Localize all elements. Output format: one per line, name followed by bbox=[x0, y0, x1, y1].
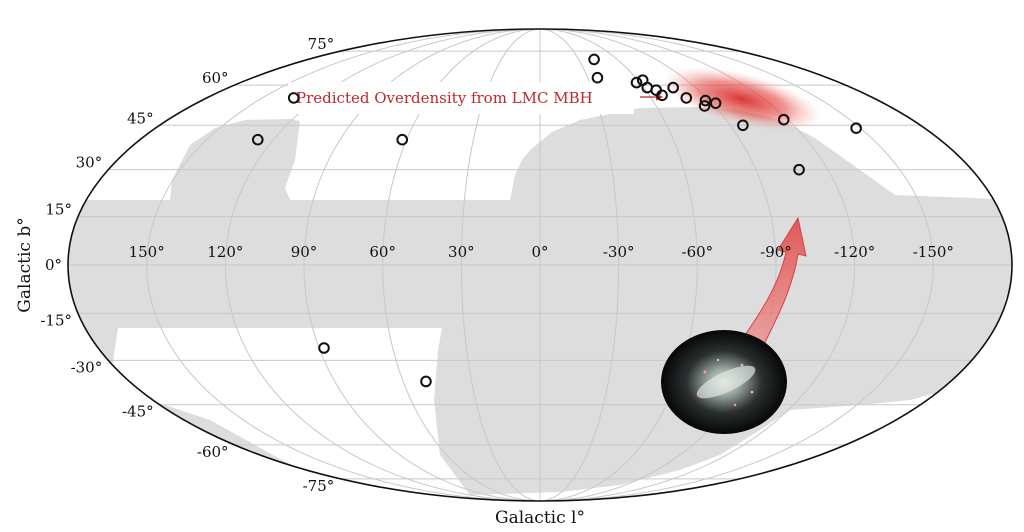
data-point bbox=[667, 81, 679, 94]
overdensity-annotation: Predicted Overdensity from LMC MBH bbox=[288, 82, 663, 114]
longitude-tick-label: -120° bbox=[834, 243, 875, 261]
latitude-tick-label: 60° bbox=[202, 69, 229, 87]
longitude-tick-label: 120° bbox=[207, 243, 243, 261]
data-point bbox=[396, 133, 409, 146]
data-point bbox=[850, 122, 862, 134]
data-point bbox=[630, 76, 643, 89]
data-point bbox=[656, 89, 668, 102]
latitude-tick-label: 30° bbox=[76, 154, 103, 172]
data-point bbox=[737, 119, 749, 132]
longitude-tick-label: 30° bbox=[448, 243, 475, 261]
data-point bbox=[420, 375, 432, 388]
data-point bbox=[591, 71, 604, 84]
data-point bbox=[252, 133, 264, 146]
data-point bbox=[588, 53, 600, 66]
data-point bbox=[318, 342, 330, 354]
latitude-tick-label: 75° bbox=[308, 35, 335, 53]
longitude-gridline bbox=[539, 28, 934, 502]
data-point bbox=[698, 100, 711, 112]
longitude-tick-label: 150° bbox=[129, 243, 165, 261]
latitude-tick-label: 45° bbox=[127, 109, 154, 127]
latitude-tick-label: -45° bbox=[122, 403, 154, 421]
longitude-tick-label: -150° bbox=[913, 243, 954, 261]
data-points bbox=[252, 53, 862, 388]
data-point bbox=[699, 94, 712, 107]
data-point bbox=[287, 92, 300, 104]
data-point bbox=[680, 92, 693, 104]
latitude-tick-label: -75° bbox=[303, 477, 335, 495]
latitude-tick-label: -60° bbox=[197, 443, 229, 461]
latitude-tick-label: -30° bbox=[71, 358, 103, 376]
data-point bbox=[709, 97, 722, 110]
latitude-tick-label: 15° bbox=[45, 201, 72, 219]
latitude-tick-label: -15° bbox=[40, 311, 72, 329]
x-axis-title: Galactic l° bbox=[495, 508, 585, 528]
latitude-tick-label: 0° bbox=[45, 256, 62, 274]
longitude-tick-labels: 150° 120° 90° 60° 30° 0° -30° -60° -90° -120° -150… bbox=[129, 243, 954, 261]
longitude-gridline bbox=[146, 28, 541, 502]
lmc-galaxy-image bbox=[661, 330, 787, 434]
longitude-tick-label: 60° bbox=[369, 243, 396, 261]
y-axis-title: Galactic b° bbox=[15, 217, 35, 312]
overdensity-label: Predicted Overdensity from LMC MBH bbox=[296, 89, 593, 107]
map-outline bbox=[67, 28, 1013, 502]
data-point bbox=[793, 163, 805, 176]
longitude-tick-label: -90° bbox=[760, 243, 792, 261]
lmc-arrow bbox=[734, 216, 807, 353]
data-point bbox=[777, 113, 790, 126]
latitude-tick-labels: 75° 60° 45° 30° 15° 0° -15° -30° -45° -60° -75° bbox=[40, 35, 334, 495]
longitude-tick-label: 90° bbox=[291, 243, 318, 261]
longitude-tick-label: -60° bbox=[682, 243, 714, 261]
longitude-tick-label: 0° bbox=[531, 243, 548, 261]
longitude-tick-label: -30° bbox=[603, 243, 635, 261]
